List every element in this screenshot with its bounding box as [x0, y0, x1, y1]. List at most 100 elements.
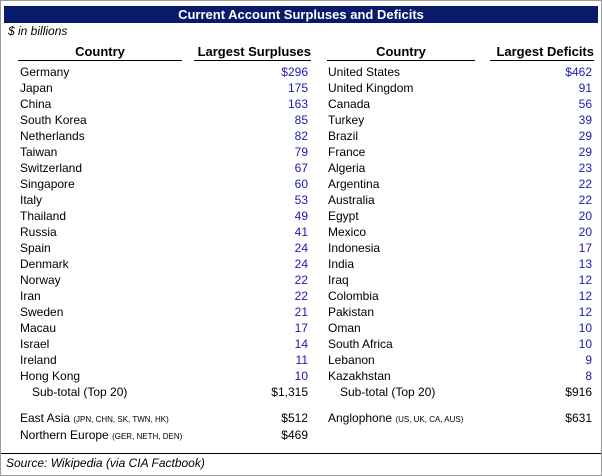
region-northern-europe: Northern Europe (GER, NETH, DEN) $469 [20, 427, 308, 443]
deficit-value: 8 [585, 369, 592, 383]
table-row: Germany $296 [20, 64, 308, 80]
table-row: Russia 41 [20, 224, 308, 240]
deficit-country: Egypt [328, 209, 359, 223]
deficit-value: 10 [578, 337, 592, 351]
deficit-country: India [328, 257, 355, 271]
deficit-country-header: Country [327, 44, 475, 61]
surplus-value: 53 [294, 193, 308, 207]
surplus-country: Thailand [20, 209, 67, 223]
surplus-country: Israel [20, 337, 50, 351]
deficit-value: 12 [578, 289, 592, 303]
surplus-value: 22 [294, 289, 308, 303]
table-row: Spain 24 [20, 240, 308, 256]
surplus-subtotal: Sub-total (Top 20) $1,315 [32, 384, 308, 400]
surplus-country: Germany [20, 65, 70, 79]
surplus-subtotal-value: $1,315 [271, 385, 308, 399]
surplus-country: Sweden [20, 305, 64, 319]
deficit-value: 20 [578, 209, 592, 223]
deficit-country: Canada [328, 97, 371, 111]
deficit-rows: United States $462 United Kingdom 91 Canada 5… [328, 64, 592, 384]
surplus-value-header: Largest Surpluses [194, 44, 311, 61]
table-row: Oman 10 [328, 320, 592, 336]
surplus-value: 175 [287, 81, 308, 95]
table-row: Mexico 20 [328, 224, 592, 240]
table-row: Pakistan 12 [328, 304, 592, 320]
surplus-value: 11 [295, 353, 308, 367]
table-row: United States $462 [328, 64, 592, 80]
deficit-value: 13 [578, 257, 592, 271]
deficit-value: 39 [578, 113, 592, 127]
surplus-value: $296 [281, 65, 308, 79]
table-row: France 29 [328, 144, 592, 160]
deficit-country: Brazil [328, 129, 359, 143]
surplus-country: Iran [20, 289, 41, 303]
surplus-rows: Germany $296 Japan 175 China 163 South Korea 85… [20, 64, 308, 384]
table-row: Lebanon 9 [328, 352, 592, 368]
region-value: $512 [281, 411, 308, 425]
deficit-country: Oman [328, 321, 361, 335]
table-row: South Korea 85 [20, 112, 308, 128]
table-row: Sweden 21 [20, 304, 308, 320]
table-row: Iraq 12 [328, 272, 592, 288]
deficit-country: Iraq [328, 273, 349, 287]
surplus-country: Russia [20, 225, 57, 239]
surplus-country: Macau [20, 321, 57, 335]
deficit-value: 29 [578, 129, 592, 143]
deficit-subtotal: Sub-total (Top 20) $916 [340, 384, 592, 400]
table-row: Norway 22 [20, 272, 308, 288]
deficit-value: $462 [565, 65, 592, 79]
table-row: Ireland 11 [20, 352, 308, 368]
deficit-country: Mexico [328, 225, 367, 239]
region-value: $631 [565, 411, 592, 425]
surplus-value: 17 [294, 321, 308, 335]
region-label: Northern Europe [20, 428, 109, 442]
table-row: Kazakhstan 8 [328, 368, 592, 384]
surplus-subtotal-label: Sub-total (Top 20) [32, 385, 128, 399]
table-row: Japan 175 [20, 80, 308, 96]
table-row: Argentina 22 [328, 176, 592, 192]
deficit-value: 22 [578, 193, 592, 207]
table-row: Iran 22 [20, 288, 308, 304]
surplus-value: 79 [294, 145, 308, 159]
surplus-value: 163 [287, 97, 308, 111]
surplus-country: Italy [20, 193, 43, 207]
deficit-country: Argentina [328, 177, 380, 191]
region-anglophone: Anglophone (US, UK, CA, AUS) $631 [328, 410, 592, 426]
table-row: Netherlands 82 [20, 128, 308, 144]
region-east-asia: East Asia (JPN, CHN, SK, TWN, HK) $512 [20, 410, 308, 426]
deficit-country: United Kingdom [328, 81, 414, 95]
table-row: Singapore 60 [20, 176, 308, 192]
table-title: Current Account Surpluses and Deficits [4, 6, 598, 23]
region-detail: (JPN, CHN, SK, TWN, HK) [73, 415, 169, 424]
deficit-country: South Africa [328, 337, 393, 351]
table-row: Indonesia 17 [328, 240, 592, 256]
surplus-country: Netherlands [20, 129, 85, 143]
surplus-value: 60 [294, 177, 308, 191]
table-row: Thailand 49 [20, 208, 308, 224]
deficit-country: Australia [328, 193, 375, 207]
surplus-value: 21 [294, 305, 308, 319]
table-row: Hong Kong 10 [20, 368, 308, 384]
deficit-value: 9 [585, 353, 592, 367]
surplus-value: 67 [294, 161, 308, 175]
table-row: Taiwan 79 [20, 144, 308, 160]
surplus-value: 41 [294, 225, 308, 239]
deficit-subtotal-value: $916 [565, 385, 592, 399]
table-row: Algeria 23 [328, 160, 592, 176]
surplus-country: Taiwan [20, 145, 58, 159]
table-row: Canada 56 [328, 96, 592, 112]
deficit-subtotal-label: Sub-total (Top 20) [340, 385, 436, 399]
deficit-value: 20 [578, 225, 592, 239]
deficit-value: 12 [578, 273, 592, 287]
surplus-country: South Korea [20, 113, 87, 127]
deficit-country: Algeria [328, 161, 366, 175]
deficit-value: 91 [578, 81, 592, 95]
units-note: $ in billions [8, 24, 68, 38]
table-row: South Africa 10 [328, 336, 592, 352]
surplus-country: Denmark [20, 257, 69, 271]
region-value: $469 [281, 428, 308, 442]
surplus-country: Hong Kong [20, 369, 81, 383]
deficit-value-header: Largest Deficits [490, 44, 594, 61]
table-row: India 13 [328, 256, 592, 272]
surplus-country: Japan [20, 81, 53, 95]
